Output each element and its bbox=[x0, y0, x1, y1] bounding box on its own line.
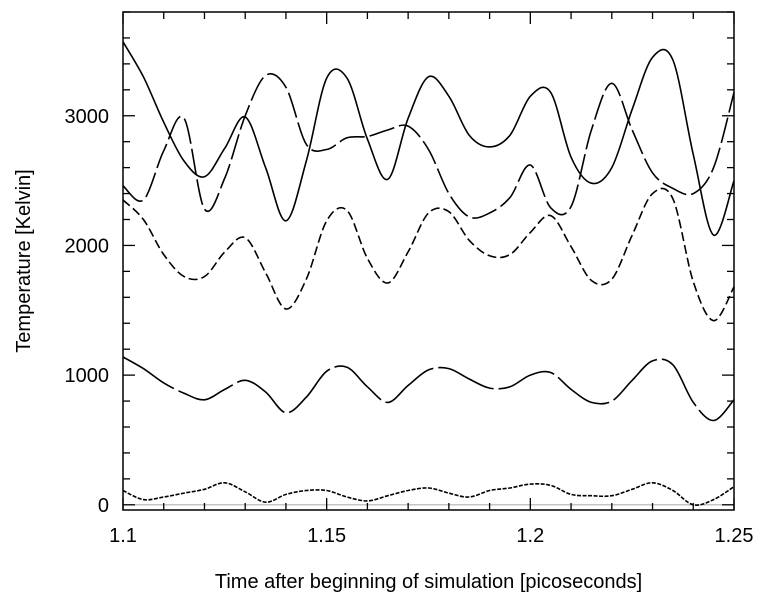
y-tick-label: 2000 bbox=[65, 235, 110, 257]
y-tick-label: 1000 bbox=[65, 365, 110, 387]
x-tick-label: 1.25 bbox=[715, 525, 754, 547]
series-line-5-dotted bbox=[122, 481, 735, 506]
series-line-1-solid bbox=[122, 41, 735, 236]
x-tick-label: 1.2 bbox=[516, 525, 544, 547]
series-layer bbox=[122, 41, 735, 506]
series-line-4-dash-dot bbox=[122, 356, 735, 422]
y-axis-title: Temperature [Kelvin] bbox=[13, 169, 35, 352]
tick-layer: 1.1 1.15 1.2 1.25 0 1000 2000 3000 bbox=[65, 11, 754, 547]
x-axis-title: Time after beginning of simulation [pico… bbox=[215, 571, 642, 593]
series-line-2-long-dash bbox=[122, 72, 735, 219]
x-tick-label: 1.15 bbox=[307, 525, 346, 547]
series-line-3-medium-dash bbox=[122, 187, 735, 322]
y-tick-label: 3000 bbox=[65, 106, 110, 128]
plot-frame bbox=[122, 11, 735, 511]
x-tick-label: 1.1 bbox=[109, 525, 137, 547]
y-tick-label: 0 bbox=[98, 495, 109, 517]
